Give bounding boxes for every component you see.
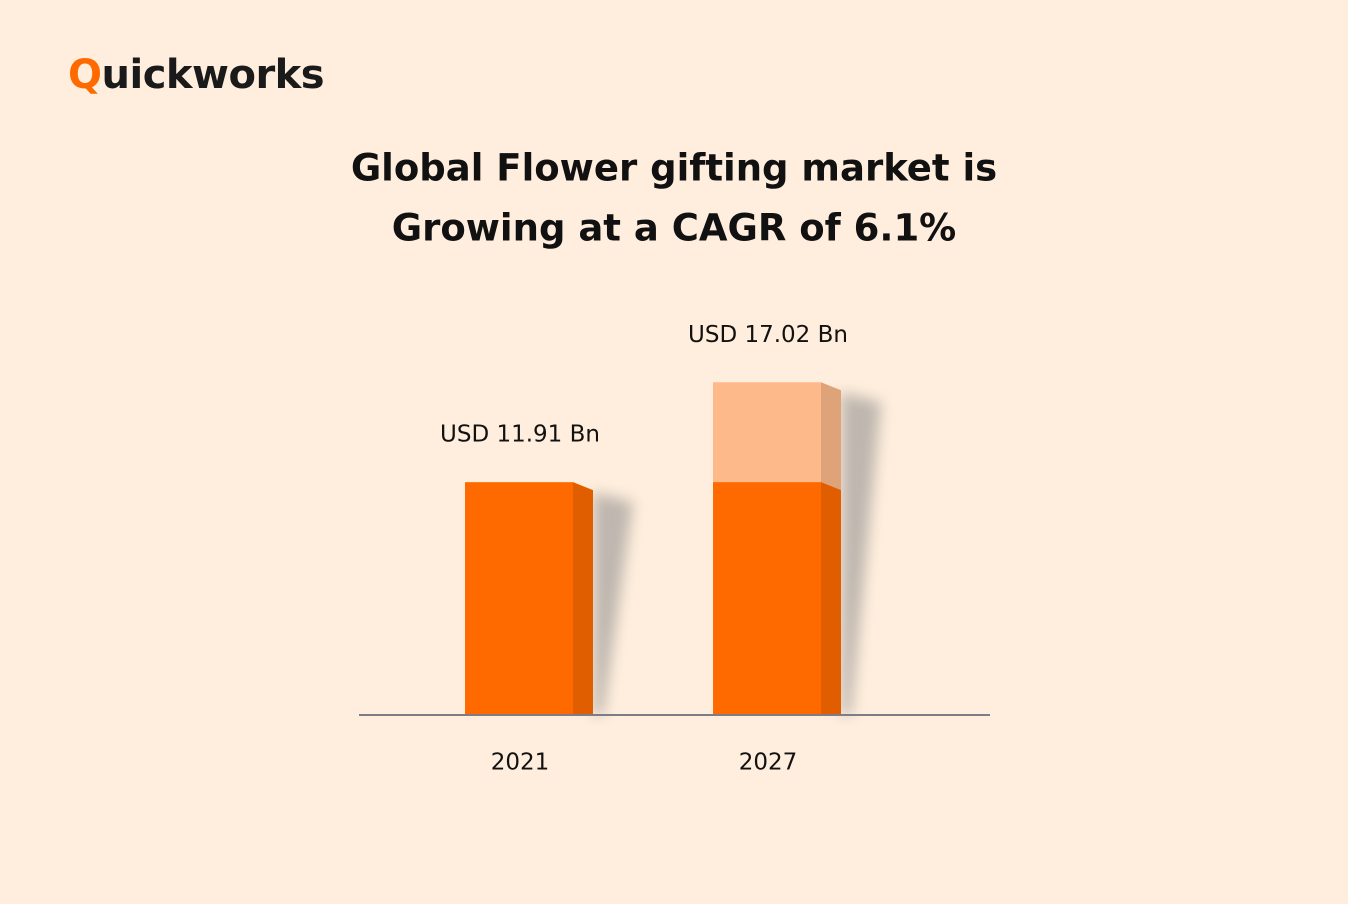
chart-title: Global Flower gifting market is — [351, 147, 997, 190]
chart-title: Growing at a CAGR of 6.1% — [392, 207, 957, 250]
x-tick-label: 2021 — [491, 750, 550, 776]
bar — [713, 482, 821, 715]
bar-shadow — [593, 492, 633, 715]
x-tick-label: 2027 — [739, 750, 798, 776]
value-label: USD 11.91 Bn — [440, 422, 600, 448]
bar — [465, 482, 573, 715]
bar-side — [821, 482, 841, 715]
brand-logo: Quickworks — [68, 52, 325, 98]
bar-shadow — [841, 392, 881, 715]
value-label: USD 17.02 Bn — [688, 322, 848, 348]
bar-side — [573, 482, 593, 715]
